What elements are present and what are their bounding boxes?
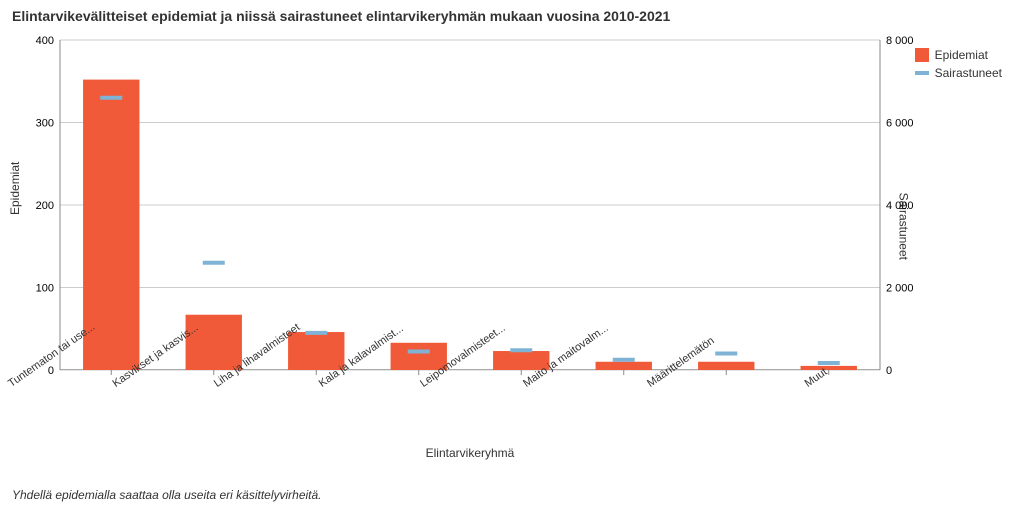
legend-label: Epidemiat <box>935 48 988 62</box>
y-axis-left-label: Epidemiat <box>8 162 22 215</box>
y-right-tick-label: 0 <box>886 365 892 377</box>
chart-title: Elintarvikevälitteiset epidemiat ja niis… <box>12 8 1002 24</box>
legend-label: Sairastuneet <box>935 66 1002 80</box>
bar <box>596 362 652 370</box>
legend-marker-bar-icon <box>915 48 929 62</box>
legend-item-epidemiat: Epidemiat <box>915 48 1002 62</box>
bar <box>698 362 754 370</box>
y-right-tick-label: 4 000 <box>886 200 914 212</box>
x-axis-labels: Tuntematon tai use...Kasvikset ja kasvis… <box>60 370 880 460</box>
legend: Epidemiat Sairastuneet <box>915 48 1002 84</box>
y-right-tick-label: 8 000 <box>886 35 914 47</box>
chart-container: Epidemiat Sairastuneet Epidemiat Sairast… <box>12 30 1002 480</box>
legend-marker-line-icon <box>915 71 929 75</box>
y-left-tick-label: 100 <box>36 283 54 295</box>
plot-area: 010020030040002 0004 0006 0008 000 <box>60 40 880 370</box>
y-right-tick-label: 6 000 <box>886 118 914 130</box>
y-left-tick-label: 300 <box>36 118 54 130</box>
y-right-tick-label: 2 000 <box>886 283 914 295</box>
bar <box>288 332 344 370</box>
legend-item-sairastuneet: Sairastuneet <box>915 66 1002 80</box>
x-axis-title: Elintarvikeryhmä <box>60 446 880 460</box>
y-left-tick-label: 400 <box>36 35 54 47</box>
y-left-tick-label: 200 <box>36 200 54 212</box>
chart-svg: 010020030040002 0004 0006 0008 000 <box>60 40 880 370</box>
y-left-tick-label: 0 <box>48 365 54 377</box>
footnote: Yhdellä epidemialla saattaa olla useita … <box>12 488 1002 502</box>
